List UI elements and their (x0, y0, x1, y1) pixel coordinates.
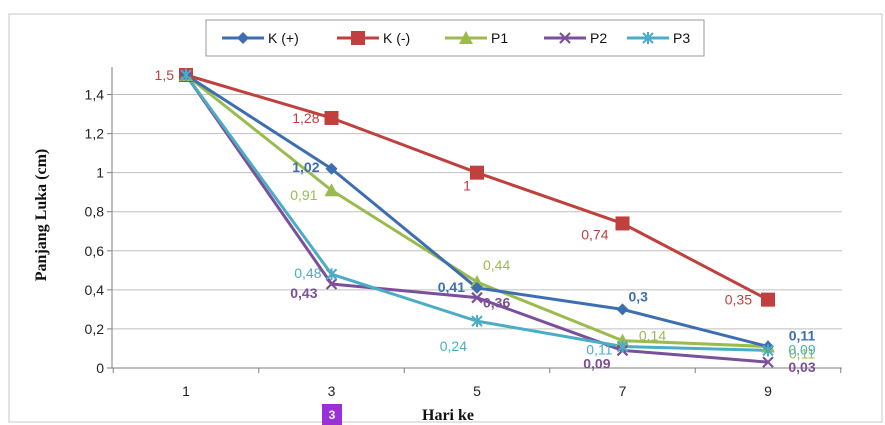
data-label: 0,11 (586, 342, 612, 358)
data-label: 0,74 (581, 226, 608, 242)
legend-label: K (-) (383, 30, 410, 46)
legend-marker (237, 32, 249, 44)
legend-label: P1 (491, 30, 508, 46)
legend-label: K (+) (268, 30, 299, 46)
chart-border (8, 13, 883, 423)
legend-marker (559, 32, 571, 44)
data-point (325, 278, 338, 290)
y-tick-label: 0,8 (85, 204, 105, 220)
data-point (762, 344, 774, 357)
data-label: 0,14 (639, 328, 666, 344)
data-label: 0,91 (290, 187, 317, 203)
y-tick-label: 0,4 (85, 282, 105, 298)
data-label: 0,09 (788, 341, 815, 357)
y-tick-label: 1,4 (85, 87, 105, 103)
data-point (471, 291, 483, 304)
legend-label: P3 (673, 30, 690, 46)
data-label: 0,35 (725, 292, 752, 308)
data-label: 0,11 (789, 328, 816, 344)
data-point (471, 281, 483, 294)
data-point (470, 275, 484, 289)
series-line-p1 (185, 73, 769, 349)
y-tick-label: 1,2 (85, 126, 105, 142)
data-label: 0,09 (583, 355, 610, 371)
data-point (761, 292, 775, 307)
data-point (762, 356, 774, 368)
x-tick-label: 3 (328, 383, 336, 399)
data-label: 1,02 (292, 159, 319, 175)
data-point (324, 183, 339, 197)
data-label: 0,43 (290, 285, 317, 301)
data-point (471, 315, 483, 328)
data-point (325, 162, 338, 175)
series-line-k (185, 73, 769, 348)
x-tick-label: 7 (619, 383, 627, 399)
data-label: 0,44 (483, 257, 510, 273)
data-label: 0,3 (629, 288, 649, 304)
data-label: 0,11 (789, 346, 815, 362)
data-label: 1,5 (155, 67, 175, 83)
data-point (470, 165, 484, 180)
legend-label: P2 (590, 30, 607, 46)
data-label: 0,48 (294, 265, 321, 281)
legend-marker (459, 31, 473, 44)
y-tick-label: 0,6 (85, 243, 105, 259)
data-labels: 1,5 1,28 1 0,74 0,35 0,91 0,44 0,14 0,11 1,02 0,41… (155, 67, 816, 375)
data-label: 1 (463, 178, 471, 194)
axes: 0 0,2 0,4 0,6 0,8 1 1,2 1,4 1 3 5 7 9 (85, 67, 842, 399)
legend: K (+) K (-) P1 P2 P3 (205, 19, 705, 57)
x-axis-title: Hari ke (422, 407, 474, 424)
data-point (616, 303, 629, 316)
grid (112, 94, 842, 330)
series-line-p3 (184, 74, 769, 352)
data-point (180, 69, 192, 81)
legend-marker (642, 32, 654, 44)
data-point (615, 216, 630, 231)
series-line-k (185, 73, 769, 301)
data-point (324, 110, 339, 125)
y-tick-label: 1 (96, 165, 104, 181)
data-point (325, 268, 338, 281)
x-tick-label: 5 (473, 383, 481, 399)
x-tick-label: 9 (764, 383, 772, 399)
series-markers (179, 68, 775, 368)
page-badge-text: 3 (329, 408, 336, 422)
data-point (616, 340, 629, 353)
y-tick-label: 0 (96, 360, 104, 376)
y-axis-title: Panjang Luka (cm) (33, 149, 50, 281)
page-badge (322, 404, 342, 425)
data-label: 0,24 (440, 338, 467, 354)
x-tick-label: 1 (182, 383, 190, 399)
data-label: 0,36 (483, 295, 510, 311)
data-label: 1,28 (292, 110, 319, 126)
data-label: 0,41 (438, 279, 465, 295)
y-tick-label: 0,2 (85, 321, 105, 337)
legend-marker (351, 31, 365, 45)
data-label: 0,03 (788, 359, 815, 375)
